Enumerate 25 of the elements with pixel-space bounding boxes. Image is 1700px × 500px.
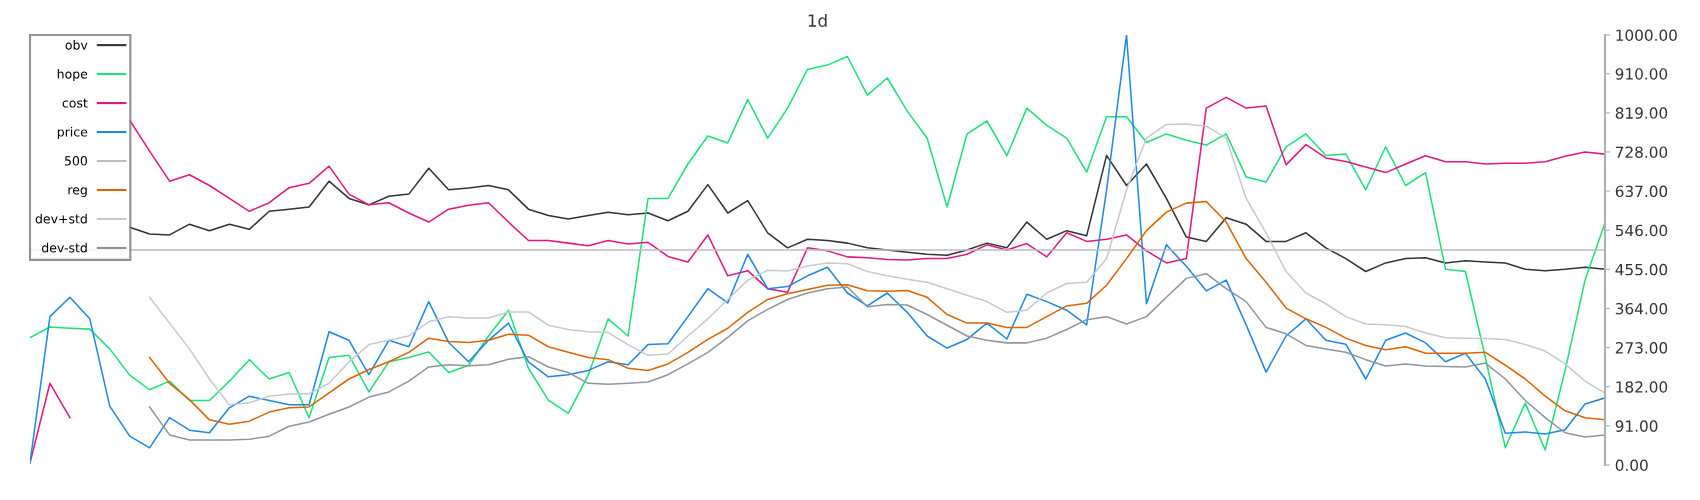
y-tick-label: 273.00 [1615,342,1668,354]
y-tick-label: 182.00 [1616,381,1668,393]
line-series [148,272,1605,441]
line-series [128,154,1605,273]
legend-label: 500 [64,156,88,166]
y-tick-label: 91.00 [1615,420,1658,432]
y-tick-label: 819.00 [1615,107,1668,119]
legend-label: hope [57,68,88,82]
y-tick-label: 455.00 [1615,263,1668,276]
y-tick-label: 546.00 [1615,224,1668,237]
y-tick-label: 728.00 [1615,146,1668,158]
line-series [148,123,1605,406]
y-tick-label: 364.00 [1615,302,1668,315]
legend-label: obv [65,40,88,50]
legend-label: price [57,126,88,140]
legend-label: dev-std [41,242,87,253]
line-series [148,200,1605,425]
y-tick-label: 910.00 [1615,68,1668,80]
legend-label: reg [68,187,87,197]
y-tick-label: 637.00 [1615,185,1668,198]
chart-title: 1d [808,14,827,27]
y-tick-label: 1000.00 [1616,29,1677,42]
y-tick-label: 0.00 [1615,459,1648,472]
legend-label: dev+std [35,213,87,224]
legend-label: cost [62,98,88,108]
